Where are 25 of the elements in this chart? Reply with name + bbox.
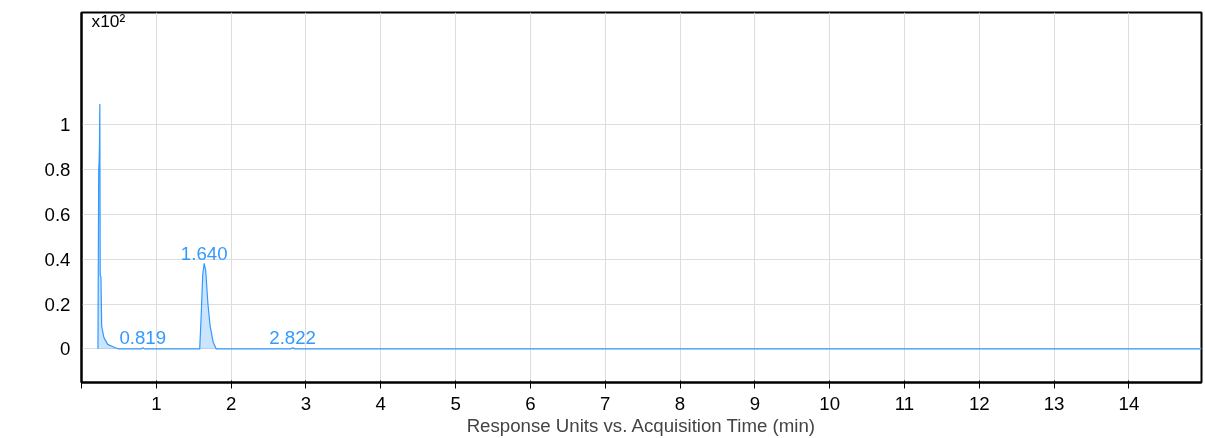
annotation: 1.640 <box>180 242 228 264</box>
x-tick-label: 4 <box>375 392 386 414</box>
x-tick-label: 12 <box>968 392 990 414</box>
x-tick-label: 2 <box>225 392 237 414</box>
x-tick-label: 11 <box>894 392 915 414</box>
x-tick-label: 1 <box>151 392 162 414</box>
x-tick-label: 10 <box>819 392 841 414</box>
x-tick-label: 3 <box>300 392 312 414</box>
x-tick-label: 13 <box>1043 392 1065 414</box>
annotation: 0.819 <box>119 326 167 348</box>
x-tick-label: 7 <box>600 392 611 414</box>
x-tick-label: 14 <box>1118 392 1140 414</box>
y-tick-label: 1 <box>60 114 71 136</box>
annotation: x10² <box>91 10 126 31</box>
x-tick-label: 5 <box>450 392 461 414</box>
y-tick-label: 0.6 <box>44 203 71 225</box>
annotation: 2.822 <box>269 326 316 348</box>
y-tick-label: 0.2 <box>44 293 71 315</box>
y-tick-label: 0 <box>60 338 71 360</box>
x-tick-label: 9 <box>749 392 761 414</box>
x-axis-title: Response Units vs. Acquisition Time (min) <box>466 414 815 436</box>
y-tick-label: 0.8 <box>44 158 71 180</box>
x-tick-label: 8 <box>674 392 686 414</box>
y-tick-label: 0.4 <box>44 248 71 270</box>
x-tick-label: 6 <box>525 392 536 414</box>
